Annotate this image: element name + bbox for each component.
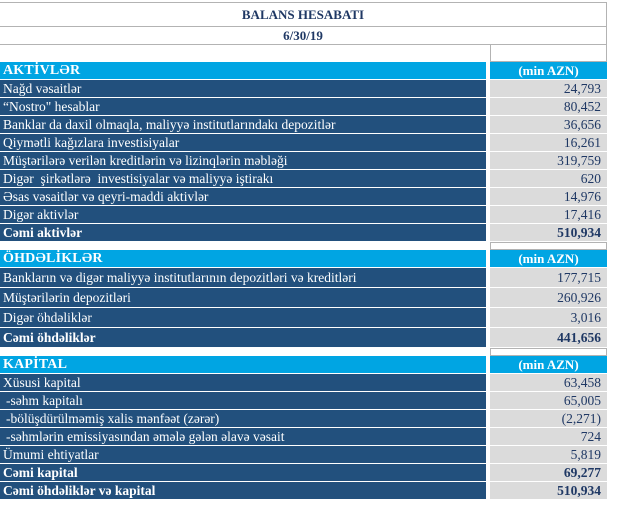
row-value: 65,005 — [490, 392, 607, 409]
row-label: Xüsusi kapital — [0, 374, 486, 391]
row-value: 24,793 — [490, 80, 607, 97]
row-value: 260,926 — [490, 288, 607, 307]
table-row: Əsas vəsaitlər və qeyri-maddi aktivlər 1… — [0, 188, 607, 205]
table-row: Banklar da daxil olmaqla, maliyyə instit… — [0, 116, 607, 133]
row-label: Müştərilərin depozitləri — [0, 288, 486, 307]
table-row: Digər şirkətlərə investisiyalar və maliy… — [0, 170, 607, 187]
row-label: Digər öhdəliklər — [0, 308, 486, 327]
table-row: Digər aktivlər 17,416 — [0, 206, 607, 223]
report-title: BALANS HESABATI — [0, 2, 607, 27]
table-row-total-capital: Cəmi kapital 69,277 — [0, 464, 607, 481]
row-value: 63,458 — [490, 374, 607, 391]
table-row: -səhmlərin emissiyasından əmələ gələn əl… — [0, 428, 607, 445]
row-value: 3,016 — [490, 308, 607, 327]
table-row: Nağd vəsaitlər 24,793 — [0, 80, 607, 97]
row-label: -səhmlərin emissiyasından əmələ gələn əl… — [0, 428, 486, 445]
row-value: 441,656 — [490, 328, 607, 347]
row-label: Cəmi kapital — [0, 464, 486, 481]
row-value: 36,656 — [490, 116, 607, 133]
row-value: 510,934 — [490, 224, 607, 241]
unit-label: (min AZN) — [490, 356, 607, 373]
spacer-row — [0, 348, 607, 356]
table-row: Digər öhdəliklər 3,016 — [0, 308, 607, 327]
row-label: Qiymətli kağızlara investisiyalar — [0, 134, 486, 151]
spacer-row — [0, 45, 607, 62]
row-value: 510,934 — [490, 482, 607, 499]
row-label: Digər aktivlər — [0, 206, 486, 223]
row-label: Müştərilərə verilən kreditlərin və lizin… — [0, 152, 486, 169]
section-title: KAPİTAL — [0, 356, 486, 373]
row-label: Cəmi öhdəliklər və kapital — [0, 482, 486, 499]
row-label: Ümumi ehtiyatlar — [0, 446, 486, 463]
report-date: 6/30/19 — [0, 27, 607, 45]
row-value: (2,271) — [490, 410, 607, 427]
table-row: Ümumi ehtiyatlar 5,819 — [0, 446, 607, 463]
row-label: Bankların və digər maliyyə institutların… — [0, 268, 486, 287]
section-header-capital: KAPİTAL (min AZN) — [0, 356, 607, 373]
table-row: “Nostro" hesablar 80,452 — [0, 98, 607, 115]
row-label: -səhm kapitalı — [0, 392, 486, 409]
table-row-total-assets: Cəmi aktivlər 510,934 — [0, 224, 607, 241]
row-label: Nağd vəsaitlər — [0, 80, 486, 97]
spacer-row — [0, 242, 607, 250]
table-row: Qiymətli kağızlara investisiyalar 16,261 — [0, 134, 607, 151]
row-value: 319,759 — [490, 152, 607, 169]
balance-sheet: BALANS HESABATI 6/30/19 AKTİVLƏR (min AZ… — [0, 2, 607, 499]
table-row: Bankların və digər maliyyə institutların… — [0, 268, 607, 287]
row-value: 177,715 — [490, 268, 607, 287]
section-title: AKTİVLƏR — [0, 62, 486, 79]
table-row: Müştərilərə verilən kreditlərin və lizin… — [0, 152, 607, 169]
row-value: 69,277 — [490, 464, 607, 481]
section-header-liabilities: ÖHDƏLİKLƏR (min AZN) — [0, 250, 607, 267]
row-value: 724 — [490, 428, 607, 445]
row-value: 17,416 — [490, 206, 607, 223]
row-label: “Nostro" hesablar — [0, 98, 486, 115]
row-value: 16,261 — [490, 134, 607, 151]
row-label: -bölüşdürülməmiş xalis mənfəət (zərər) — [0, 410, 486, 427]
unit-label: (min AZN) — [490, 62, 607, 79]
section-title: ÖHDƏLİKLƏR — [0, 250, 486, 267]
section-header-assets: AKTİVLƏR (min AZN) — [0, 62, 607, 79]
row-value: 5,819 — [490, 446, 607, 463]
row-label: Banklar da daxil olmaqla, maliyyə instit… — [0, 116, 486, 133]
row-value: 80,452 — [490, 98, 607, 115]
table-row-total-liabilities: Cəmi öhdəliklər 441,656 — [0, 328, 607, 347]
row-value: 620 — [490, 170, 607, 187]
row-label: Cəmi aktivlər — [0, 224, 486, 241]
table-row: -bölüşdürülməmiş xalis mənfəət (zərər) (… — [0, 410, 607, 427]
table-row: Müştərilərin depozitləri 260,926 — [0, 288, 607, 307]
row-label: Əsas vəsaitlər və qeyri-maddi aktivlər — [0, 188, 486, 205]
table-row: -səhm kapitalı 65,005 — [0, 392, 607, 409]
row-label: Cəmi öhdəliklər — [0, 328, 486, 347]
table-row: Xüsusi kapital 63,458 — [0, 374, 607, 391]
row-label: Digər şirkətlərə investisiyalar və maliy… — [0, 170, 486, 187]
table-row-total-liabilities-and-capital: Cəmi öhdəliklər və kapital 510,934 — [0, 482, 607, 499]
row-value: 14,976 — [490, 188, 607, 205]
unit-label: (min AZN) — [490, 250, 607, 267]
